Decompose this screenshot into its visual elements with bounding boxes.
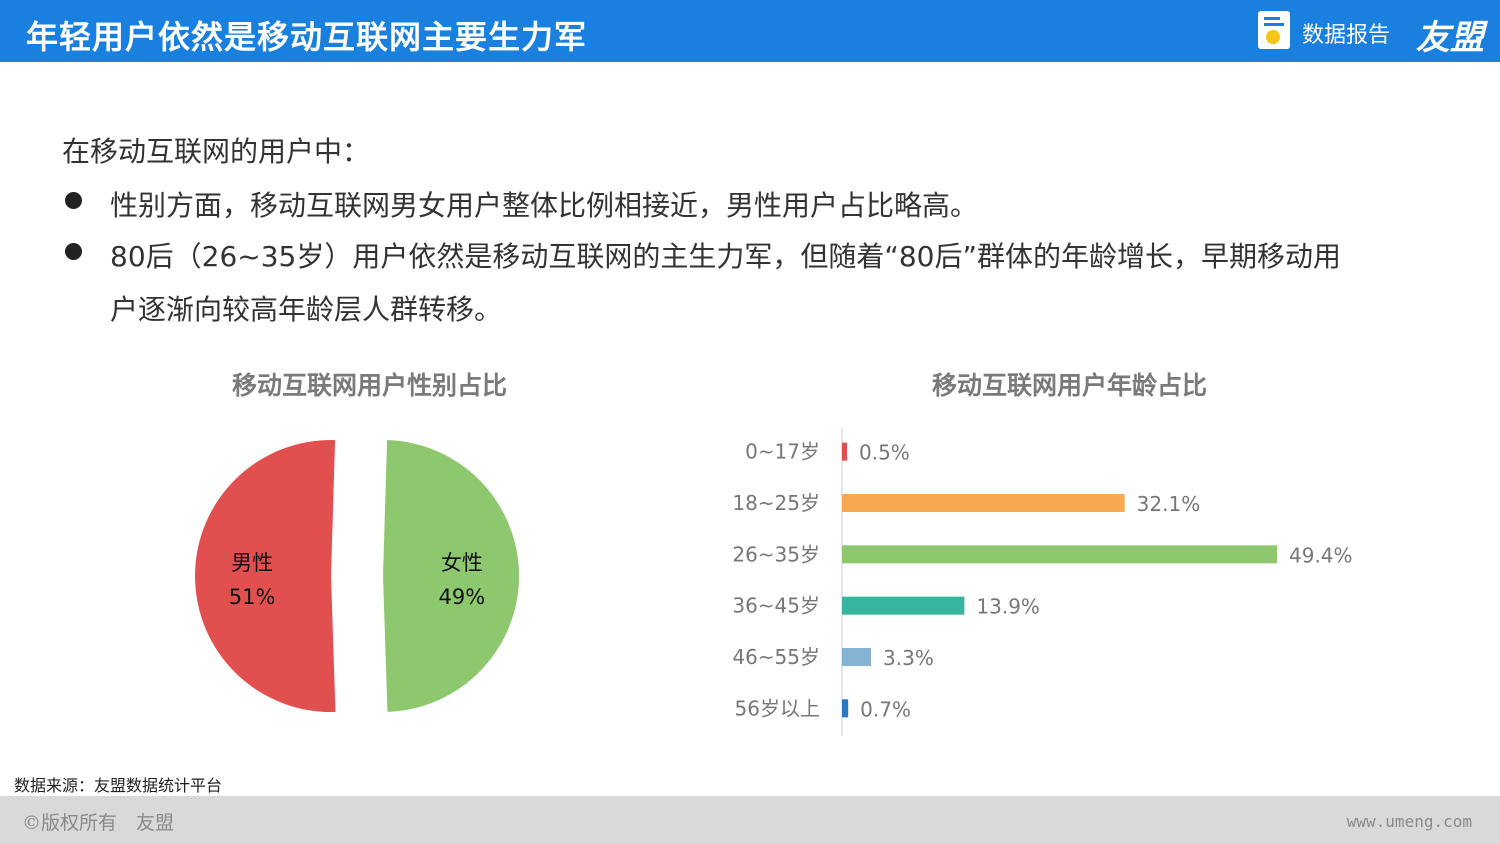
bar — [842, 442, 847, 461]
footer-bar: ©版权所有 友盟 www.umeng.com — [0, 796, 1500, 844]
pie-slice — [382, 440, 520, 712]
report-icon — [1258, 11, 1290, 49]
brand-logo: 友盟 — [1416, 18, 1484, 58]
bar-value-label: 3.3% — [883, 646, 934, 670]
bullet-text-continued: 户逐渐向较高年龄层人群转移。 — [110, 293, 503, 326]
bullet-icon — [65, 192, 82, 209]
bar-value-label: 0.5% — [859, 441, 910, 465]
bar-category-label: 0~17岁 — [745, 440, 820, 464]
pie-slice — [194, 440, 336, 713]
bar — [842, 545, 1277, 564]
bar-value-label: 0.7% — [860, 697, 911, 721]
bar-category-label: 18~25岁 — [732, 491, 820, 515]
data-source: 数据来源：友盟数据统计平台 — [14, 776, 223, 795]
website-link[interactable]: www.umeng.com — [1346, 812, 1472, 831]
bar-chart-title: 移动互联网用户年龄占比 — [932, 371, 1208, 400]
intro-text: 在移动互联网的用户中： — [62, 135, 371, 168]
pie-chart-title: 移动互联网用户性别占比 — [232, 371, 508, 400]
report-label: 数据报告 — [1302, 23, 1391, 48]
bar — [842, 648, 872, 666]
copyright: ©版权所有 友盟 — [22, 812, 175, 834]
pie-slice-value: 51% — [229, 585, 276, 609]
bar-category-label: 26~35岁 — [732, 542, 820, 566]
bullet-text: 80后（26~35岁）用户依然是移动互联网的主生力军，但随着“80后”群体的年龄… — [110, 240, 1341, 273]
bar-category-label: 36~45岁 — [732, 594, 820, 618]
bar-category-label: 46~55岁 — [732, 645, 820, 669]
pie-slice-label: 女性 — [441, 551, 483, 575]
pie-slice-value: 49% — [439, 585, 486, 609]
bar-value-label: 32.1% — [1137, 492, 1201, 516]
bar — [842, 699, 849, 718]
header-bar: 年轻用户依然是移动互联网主要生力军 数据报告 友盟 — [0, 0, 1500, 62]
bar — [842, 596, 965, 615]
bullet-text: 性别方面，移动互联网男女用户整体比例相接近，男性用户占比略高。 — [110, 189, 979, 222]
bar-value-label: 13.9% — [976, 595, 1040, 619]
bar-value-label: 49.4% — [1289, 543, 1353, 567]
bar-category-label: 56岁以上 — [735, 696, 820, 720]
pie-slice-label: 男性 — [231, 551, 273, 575]
bar — [842, 494, 1125, 512]
bullet-icon — [65, 243, 82, 260]
page-title: 年轻用户依然是移动互联网主要生力军 — [26, 18, 588, 56]
